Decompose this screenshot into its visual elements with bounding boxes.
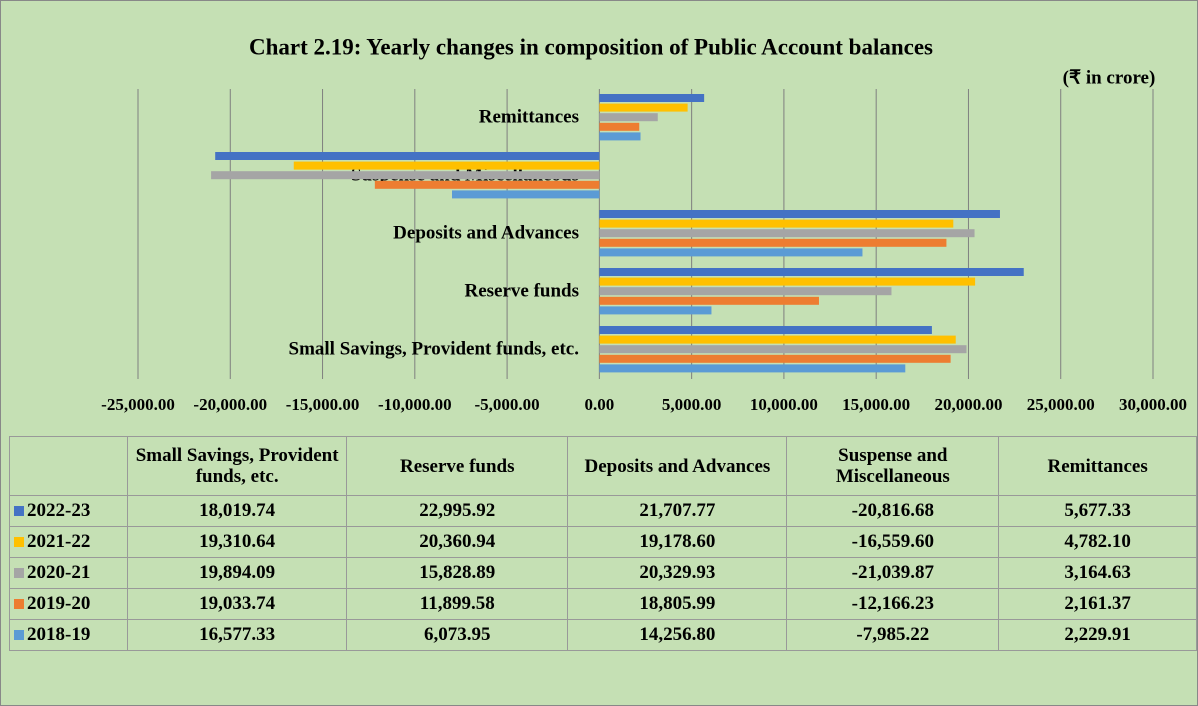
data-table: Small Savings, Provident funds, etc. Rese… [8,436,1197,651]
corner-cell [8,436,129,496]
column-header: Suspense and Miscellaneous [786,436,1000,496]
legend-cell: 2021-22 [8,526,129,558]
table-value: 4,782.10 [998,526,1197,558]
x-tick-label: 10,000.00 [750,395,818,414]
bar [599,287,892,296]
bar [599,335,956,344]
table-value: 6,073.95 [346,619,569,651]
category-label: Reserve funds [464,280,579,301]
legend-swatch [14,568,24,578]
table-value: 2,229.91 [998,619,1197,651]
data-row: 2021-22 19,310.64 20,360.94 19,178.60 -16,55… [8,526,1197,558]
legend-label: 2021-22 [27,531,91,552]
table-value: 19,894.09 [127,557,348,589]
legend-label: 2019-20 [27,593,91,614]
legend-cell: 2022-23 [8,495,129,527]
bar [599,238,947,247]
table-value: -20,816.68 [786,495,1000,527]
table-value: 16,577.33 [127,619,348,651]
bar [599,296,819,305]
chart-title: Chart 2.19: Yearly changes in compositio… [249,34,933,59]
legend-swatch [14,506,24,516]
legend-swatch [14,537,24,547]
column-header: Deposits and Advances [567,436,788,496]
bar [215,152,600,160]
table-value: 20,360.94 [346,526,569,558]
bar [293,161,600,170]
table-value: -12,166.23 [786,588,1000,620]
chart: Chart 2.19: Yearly changes in compositio… [101,34,1187,414]
column-header: Small Savings, Provident funds, etc. [127,436,348,496]
x-tick-label: -5,000.00 [475,395,540,414]
bar [599,248,863,257]
bar [599,94,705,102]
bar [599,122,640,131]
bar [374,180,600,189]
bar [599,229,975,238]
bar [599,364,906,373]
x-tick-label: -10,000.00 [378,395,452,414]
bar [599,306,712,315]
bar [599,326,932,334]
legend-label: 2020-21 [27,562,91,583]
bar [599,113,658,122]
table-value: 21,707.77 [567,495,788,527]
legend-cell: 2019-20 [8,588,129,620]
category-label: Deposits and Advances [393,222,579,243]
bar [599,103,688,112]
header-row: Small Savings, Provident funds, etc. Rese… [8,436,1197,496]
bar [211,171,600,180]
data-row: 2020-21 19,894.09 15,828.89 20,329.93 -21,03… [8,557,1197,589]
x-tick-label: -20,000.00 [193,395,267,414]
x-tick-label: 15,000.00 [842,395,910,414]
legend-swatch [14,630,24,640]
table-value: 19,310.64 [127,526,348,558]
legend-swatch [14,599,24,609]
x-tick-label: 20,000.00 [934,395,1002,414]
x-tick-label: 30,000.00 [1119,395,1187,414]
x-tick-label: -25,000.00 [101,395,175,414]
bar [599,219,954,228]
column-header: Remittances [998,436,1197,496]
table-value: 18,019.74 [127,495,348,527]
column-header: Reserve funds [346,436,569,496]
chart-subtitle: (₹ in crore) [1063,67,1156,88]
bar [599,210,1000,218]
table-value: 5,677.33 [998,495,1197,527]
table-value: 20,329.93 [567,557,788,589]
bar [452,190,600,199]
table-value: 3,164.63 [998,557,1197,589]
x-tick-label: 5,000.00 [662,395,722,414]
x-tick-label: -15,000.00 [286,395,360,414]
data-row: 2018-19 16,577.33 6,073.95 14,256.80 -7,985.… [8,619,1197,651]
table-value: -7,985.22 [786,619,1000,651]
table-value: 2,161.37 [998,588,1197,620]
bar [599,277,976,286]
table-value: 18,805.99 [567,588,788,620]
table-value: 11,899.58 [346,588,569,620]
legend-cell: 2018-19 [8,619,129,651]
table-value: 15,828.89 [346,557,569,589]
table-value: 19,178.60 [567,526,788,558]
legend-label: 2018-19 [27,624,91,645]
data-row: 2022-23 18,019.74 22,995.92 21,707.77 -20,81… [8,495,1197,527]
table-value: 19,033.74 [127,588,348,620]
table-value: -21,039.87 [786,557,1000,589]
x-tick-label: 25,000.00 [1027,395,1095,414]
bar [599,268,1024,276]
legend-label: 2022-23 [27,500,91,521]
bar [599,354,951,363]
category-label: Small Savings, Provident funds, etc. [289,338,580,359]
table-value: 22,995.92 [346,495,569,527]
legend-cell: 2020-21 [8,557,129,589]
bar [599,132,641,141]
table-value: -16,559.60 [786,526,1000,558]
bar [599,345,967,354]
category-label: Remittances [479,106,579,127]
x-tick-label: 0.00 [584,395,614,414]
table-value: 14,256.80 [567,619,788,651]
data-row: 2019-20 19,033.74 11,899.58 18,805.99 -12,16… [8,588,1197,620]
